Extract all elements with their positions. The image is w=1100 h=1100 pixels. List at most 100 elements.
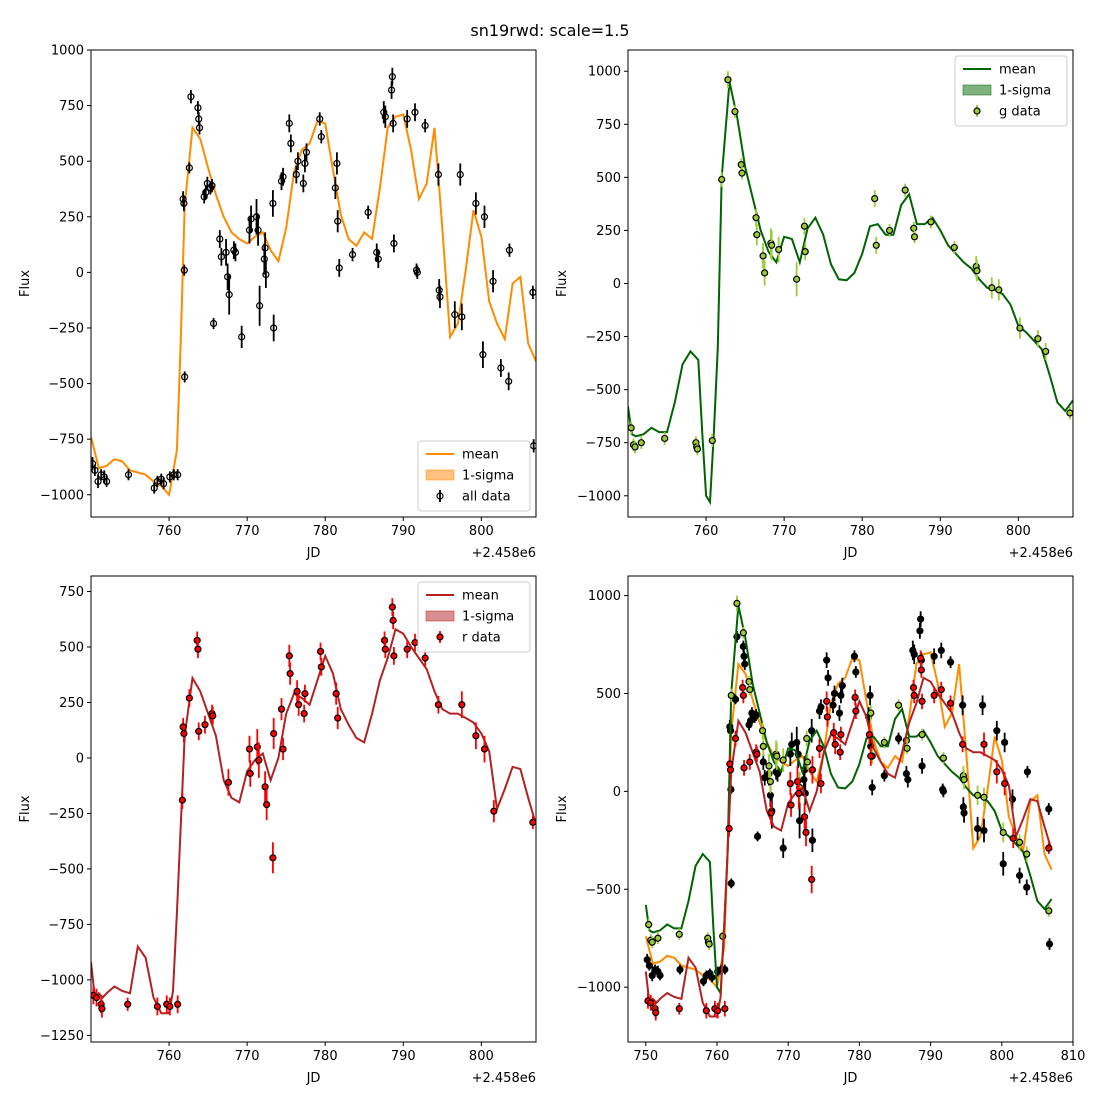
data-point-0-48: [817, 699, 825, 716]
marker: [802, 828, 810, 837]
data-point-0-63: [364, 205, 372, 220]
marker: [292, 170, 300, 179]
marker: [421, 654, 429, 662]
data-point-0-62: [880, 769, 888, 782]
data-point-2-29: [279, 737, 287, 761]
data-point-2-43: [389, 611, 397, 630]
data-point-1-22: [803, 730, 811, 747]
marker: [411, 108, 419, 116]
marker: [910, 233, 919, 241]
data-point-0-77: [434, 163, 443, 186]
data-point-0-53: [835, 705, 844, 721]
x-axis-label: JD: [306, 1071, 321, 1086]
data-point-1-17: [766, 769, 775, 794]
marker: [1045, 844, 1053, 852]
marker: [835, 709, 844, 717]
marker: [917, 666, 925, 674]
marker: [451, 311, 459, 319]
data-point-0-62: [348, 247, 357, 262]
marker: [727, 879, 735, 888]
data-point-0-91: [530, 439, 536, 453]
data-point-2-16: [746, 754, 754, 770]
y-tick-label: −750: [48, 433, 84, 448]
marker: [222, 248, 230, 256]
marker: [201, 721, 209, 729]
data-point-1-26: [880, 736, 888, 749]
y-tick-label: 250: [59, 696, 84, 711]
data-point-1-11: [731, 105, 739, 118]
y-tick-label: 750: [596, 118, 621, 133]
data-point-0-70: [389, 114, 397, 133]
x-offset-label: +2.458e6: [1009, 1071, 1073, 1086]
marker: [959, 701, 967, 709]
x-tick-label: 800: [469, 524, 494, 539]
marker: [836, 748, 844, 756]
plot-frame: [90, 575, 537, 1043]
x-axis-label: JD: [843, 1071, 858, 1086]
legend-frame: [417, 581, 531, 653]
data-point-0-71: [390, 234, 398, 253]
marker: [299, 179, 307, 188]
data-point-0-73: [411, 103, 419, 122]
marker: [808, 766, 817, 774]
marker: [960, 776, 968, 784]
data-point-1-11: [739, 626, 747, 639]
data-point-0-75: [939, 785, 948, 798]
data-point-2-1: [92, 988, 101, 1007]
marker: [852, 668, 860, 676]
marker: [261, 783, 269, 791]
y-tick-label: 750: [59, 585, 84, 600]
marker: [830, 729, 838, 737]
data-point-2-32: [830, 722, 838, 743]
marker: [480, 745, 489, 753]
marker: [238, 333, 246, 341]
legend-frame: [954, 55, 1068, 127]
y-tick-label: −1000: [577, 981, 621, 996]
data-point-2-9: [725, 820, 733, 837]
data-point-1-33: [973, 260, 981, 282]
marker: [759, 758, 767, 766]
data-point-0-89: [1023, 765, 1032, 778]
y-axis-label: Flux: [555, 795, 570, 822]
data-point-2-33: [295, 693, 303, 716]
marker: [217, 253, 225, 261]
data-point-0-24: [746, 715, 755, 727]
data-point-2-19: [224, 769, 233, 796]
data-point-0-89: [505, 243, 514, 257]
data-point-2-23: [255, 742, 263, 778]
data-point-0-80: [451, 301, 459, 328]
data-point-0-30: [217, 247, 225, 266]
marker: [654, 934, 662, 942]
marker: [759, 742, 767, 750]
data-point-0-86: [489, 270, 497, 293]
data-point-0-35: [231, 243, 240, 262]
data-point-2-21: [787, 793, 795, 817]
plot-frame: [627, 575, 1074, 1043]
data-point-2-14: [194, 640, 202, 659]
data-point-1-23: [801, 243, 809, 261]
data-point-0-65: [374, 250, 382, 268]
marker: [287, 139, 295, 147]
marker: [800, 222, 809, 230]
marker: [866, 691, 874, 700]
data-point-0-81: [456, 163, 464, 186]
marker: [209, 319, 218, 328]
data-point-0-17: [727, 878, 735, 889]
data-point-2-4: [124, 997, 132, 1011]
x-tick-label: 790: [391, 1049, 416, 1064]
data-point-1-29: [910, 230, 919, 244]
data-point-0-10: [160, 478, 168, 490]
marker: [103, 477, 111, 486]
data-point-0-43: [261, 232, 269, 264]
marker: [871, 194, 879, 203]
marker: [648, 971, 656, 980]
marker: [803, 734, 811, 743]
data-point-0-50: [287, 134, 295, 153]
marker: [739, 629, 747, 637]
data-point-1-2: [631, 440, 639, 454]
data-point-1-27: [894, 699, 903, 712]
data-point-1-4: [661, 432, 669, 445]
data-point-2-24: [261, 771, 269, 803]
marker: [1001, 779, 1009, 788]
